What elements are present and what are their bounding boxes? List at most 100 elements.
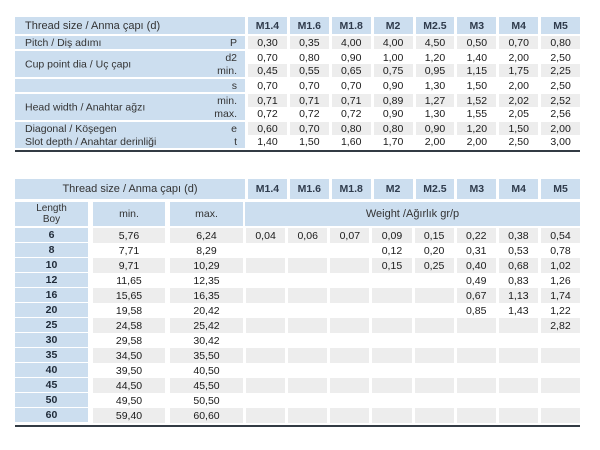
- spec-value-m1.4: 0,72: [257, 107, 278, 120]
- max-cell: 10,29: [170, 258, 243, 273]
- spec-value-m1.4: 0,70: [257, 51, 278, 64]
- spec-value-m1.4: 0,60: [248, 122, 287, 135]
- weight-cell-m5: 0,54: [540, 228, 580, 243]
- weight-cell-m3: [457, 363, 496, 378]
- spec-row: Diagonal / Köşegen e 0,60 0,70 0,80 0,80 0,90 1…: [15, 122, 580, 135]
- weight-cell-m4: 0,83: [508, 274, 529, 287]
- weight-cell-m2.5: [414, 348, 454, 363]
- spec-value-m2.5: 1,20: [424, 51, 446, 64]
- size-header-m5: M5: [541, 179, 580, 199]
- weight-cell-m5: 2,82: [540, 318, 580, 333]
- spec-value-m2: 0,89: [373, 94, 413, 107]
- weight-cell-m4: [499, 393, 538, 408]
- weight-table-subheader-row: Length Boy min. max. Weight /Ağırlık gr/…: [15, 202, 580, 226]
- weight-row: 12 11,65 12,35 0,49 0,83 1,26: [15, 273, 580, 288]
- spec-value-m2.5: 4,50: [415, 36, 455, 49]
- weight-cell-m3: [456, 378, 496, 393]
- size-header-m1.4: M1.4: [248, 17, 287, 34]
- weight-cell-m1.4: [246, 243, 285, 258]
- min-column-header: min.: [93, 202, 165, 226]
- min-cell: 15,65: [93, 288, 165, 303]
- weight-cell-m5: 1,26: [550, 274, 571, 287]
- spec-value-m4: 2,50: [508, 135, 529, 148]
- spec-value-m1.6: 1,50: [299, 135, 320, 148]
- spec-value-m3: 1,40: [466, 51, 488, 64]
- weight-cell-m5: 0,78: [550, 244, 571, 257]
- weight-cell-m2: [372, 273, 411, 288]
- spec-row-label: Head width / Anahtar ağzı: [25, 101, 146, 113]
- weight-cell-m1.6: [288, 318, 328, 333]
- spec-value-m2: 1,70: [382, 135, 404, 148]
- spec-value-m1.6: 0,70: [299, 79, 320, 92]
- spec-row-label: Cup point dia / Uç çapı: [25, 58, 132, 70]
- length-column-header: Length Boy: [15, 202, 88, 226]
- weight-cell-m3: 0,22: [456, 228, 496, 243]
- weight-cell-m1.8: [330, 363, 369, 378]
- length-cell: 10: [15, 258, 88, 273]
- weight-row: 20 19,58 20,42 0,85 1,43 1,22: [15, 303, 580, 318]
- weight-cell-m2: [372, 288, 412, 303]
- spec-value-m1.6: 0,80: [299, 51, 320, 64]
- weight-row: 60 59,40 60,60: [15, 408, 580, 423]
- max-cell: 40,50: [193, 364, 220, 377]
- weight-cell-m4: [498, 348, 538, 363]
- weight-cell-m1.4: [246, 363, 285, 378]
- length-cell: 30: [15, 333, 88, 348]
- spec-table: Thread size / Anma çapı (d) M1.4 M1.6 M1.8…: [15, 17, 580, 152]
- spec-value-m3: 2,00: [466, 135, 488, 148]
- length-cell: 45: [15, 378, 88, 393]
- spec-value-m5: 2,50: [550, 79, 571, 92]
- weight-cell-m1.8: [330, 408, 370, 423]
- weight-cell-m1.6: [288, 378, 328, 393]
- length-cell: 12: [15, 273, 88, 288]
- weight-row: 8 7,71 8,29 0,12 0,20 0,31 0,53 0,78: [15, 243, 580, 258]
- weight-cell-m4: [498, 408, 538, 423]
- weight-cell-m2.5: 0,25: [414, 258, 454, 273]
- spec-value-m2.5: 0,90: [415, 122, 455, 135]
- spec-value-m2.5: 0,95: [415, 64, 455, 77]
- spec-value-m3: 1,50: [466, 79, 488, 92]
- weight-cell-m1.4: [246, 408, 286, 423]
- max-cell: 30,42: [193, 334, 220, 347]
- spec-value-m3: 1,52: [457, 94, 497, 107]
- weight-cell-m1.8: [330, 318, 370, 333]
- spec-value-m1.8: 1,60: [340, 135, 362, 148]
- size-header-m1.8: M1.8: [331, 179, 371, 199]
- size-header-m2: M2: [373, 179, 413, 199]
- spec-value-m4: 2,05: [508, 107, 529, 120]
- max-column-header: max.: [170, 202, 243, 226]
- spec-value-m1.4: 0,70: [257, 79, 278, 92]
- spec-row-label-block: max.: [15, 107, 245, 120]
- spec-value-m1.8: 4,00: [331, 36, 371, 49]
- weight-cell-m3: 0,49: [465, 274, 487, 287]
- weight-cell-m2.5: 0,15: [414, 228, 454, 243]
- size-header-m3: M3: [457, 179, 497, 199]
- weight-cell-m2: 0,15: [372, 258, 412, 273]
- weight-cell-m3: 0,31: [465, 244, 487, 257]
- weight-cell-m3: [456, 318, 496, 333]
- spec-row-label-block: Pitch / Diş adımı P: [15, 36, 245, 49]
- spec-value-m5: 3,00: [550, 135, 571, 148]
- weight-cell-m5: [541, 333, 580, 348]
- spec-value-m2.5: 1,30: [424, 107, 446, 120]
- length-label-tr: Boy: [42, 214, 61, 225]
- weight-cell-m2.5: 0,20: [423, 244, 445, 257]
- length-cell: 60: [15, 408, 88, 423]
- weight-cell-m2: 0,12: [381, 244, 403, 257]
- spec-value-m5: 2,00: [541, 122, 580, 135]
- spec-value-m5: 2,56: [550, 107, 571, 120]
- weight-cell-m1.4: 0,04: [246, 228, 286, 243]
- spec-value-m4: 1,75: [499, 64, 539, 77]
- weight-cell-m1.4: [246, 303, 285, 318]
- spec-row-label-block: Diagonal / Köşegen e: [15, 122, 245, 135]
- max-cell: 60,60: [170, 408, 243, 423]
- spec-row: Pitch / Diş adımı P 0,30 0,35 4,00 4,00 4,50 0,…: [15, 36, 580, 49]
- spec-row: max. 0,72 0,72 0,72 0,90 1,30 1,55 2,05 2,56: [15, 107, 580, 120]
- spec-value-m2: 0,90: [382, 79, 404, 92]
- weight-cell-m2: [372, 303, 411, 318]
- spec-value-m5: 2,25: [541, 64, 580, 77]
- weight-cell-m1.6: [288, 393, 327, 408]
- spec-value-m4: 2,00: [508, 79, 529, 92]
- weight-cell-m1.6: [288, 408, 328, 423]
- weight-cell-m1.6: [288, 243, 327, 258]
